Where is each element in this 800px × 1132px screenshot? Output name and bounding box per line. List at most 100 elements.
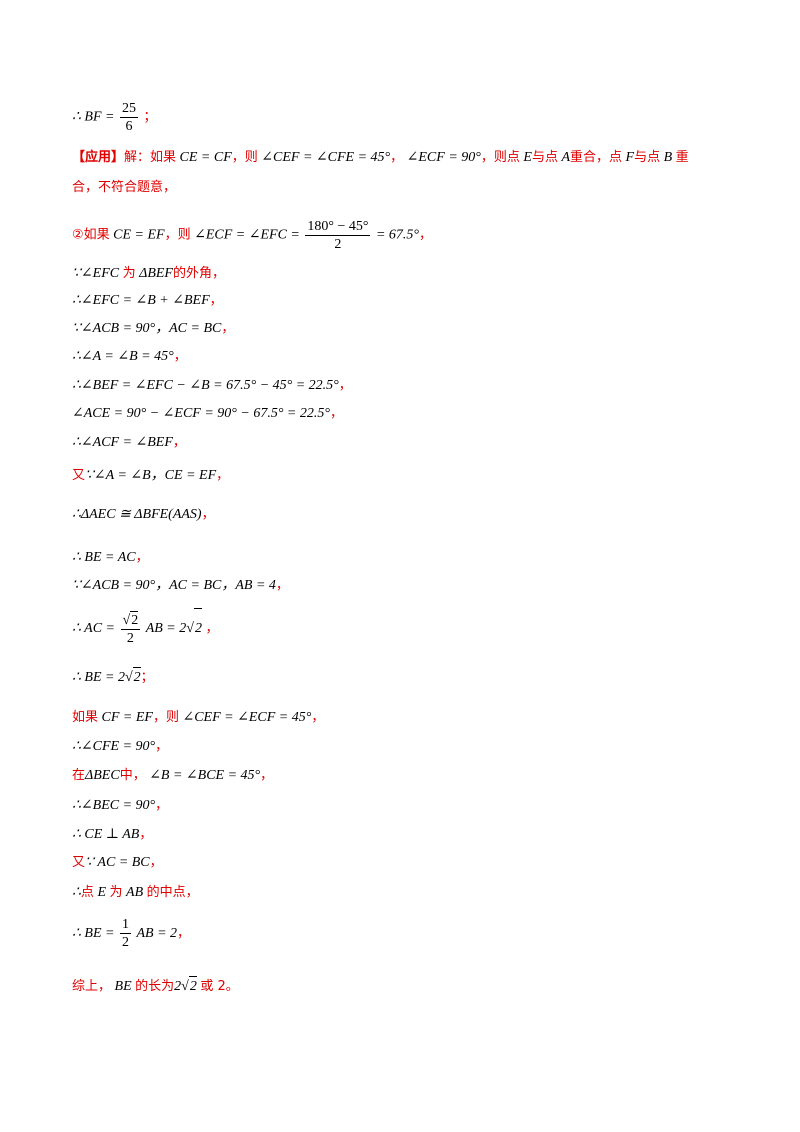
text: 重合，点 — [570, 150, 623, 165]
fraction-denominator: 2 — [334, 237, 342, 252]
fraction: √2 2 — [120, 610, 141, 647]
punct: ， — [205, 621, 219, 636]
sqrt-sign: √ — [181, 979, 189, 994]
math: ∠ECF = 90° — [406, 150, 481, 165]
punct: ， — [419, 227, 433, 243]
line-case-2: ②如果 CE = EF，则 ∠ECF = ∠EFC = 180° − 45° 2… — [72, 218, 432, 253]
math: ∵ AC = BC — [85, 855, 150, 870]
fraction: 1 2 — [119, 916, 131, 951]
line-23: 又∵ AC = BC， — [72, 853, 163, 873]
math: ∴ CE ⊥ AB — [72, 827, 140, 842]
punct: ， — [329, 406, 343, 421]
math: ∴ BE = — [72, 926, 115, 941]
text: ，则 — [152, 710, 179, 725]
radicand: 2 — [130, 610, 139, 628]
text: 的长为 — [135, 979, 175, 994]
math: = 67.5° — [375, 227, 420, 243]
line-16: ∴ AC = √2 2 AB = 2√2 ， — [72, 608, 218, 649]
section-tag: 【应用】 — [72, 150, 125, 165]
punct: ， — [155, 739, 169, 754]
line-bf-result: ∴ BF = 25 6 ； — [72, 100, 156, 135]
fraction-denominator: 6 — [125, 119, 133, 134]
math: ∴∠BEC = 90° — [72, 798, 156, 813]
text: 的中点， — [146, 885, 199, 900]
math: ∴ — [72, 885, 81, 900]
line-25: ∴ BE = 1 2 AB = 2， — [72, 914, 190, 954]
math: B — [663, 150, 673, 165]
punct: ， — [135, 550, 149, 565]
punct: ， — [155, 798, 169, 813]
math: ∠ACE = 90° − ∠ECF = 90° − 67.5° = 22.5° — [72, 406, 330, 421]
math: ∴ BE = AC — [72, 550, 136, 565]
punct: ， — [221, 321, 235, 336]
punct: ； — [143, 109, 157, 125]
fraction-numerator: 1 — [119, 917, 131, 935]
line-6: ∴∠EFC = ∠B + ∠BEF， — [72, 291, 223, 311]
math: A — [561, 150, 571, 165]
punct: ， — [177, 926, 191, 941]
punct: ， — [201, 507, 215, 522]
math-text: ∴ BF = — [72, 109, 115, 125]
punct: ， — [338, 378, 352, 393]
text: 为 — [122, 266, 136, 281]
math: ∠B = ∠BCE = 45° — [149, 768, 261, 783]
text: 点 — [80, 885, 94, 900]
line-8: ∴∠A = ∠B = 45°， — [72, 347, 187, 367]
text: ，则点 — [480, 150, 520, 165]
fraction-denominator: 2 — [121, 935, 129, 951]
math: ∴∠A = ∠B = 45° — [72, 349, 174, 364]
line-24: ∴点 E 为 AB 的中点， — [72, 883, 199, 903]
radicand: 2 — [188, 976, 197, 997]
math: E — [523, 150, 532, 165]
math: F — [625, 150, 635, 165]
math: ∵∠ACB = 90°，AC = BC，AB = 4 — [72, 578, 276, 593]
line-exterior-angle: ∵∠EFC 为 ΔBEF的外角， — [72, 264, 225, 284]
line-conclusion: 综上， BE 的长为2√2 或 2。 — [72, 976, 239, 997]
math: 2 — [174, 979, 182, 994]
math: ΔBEF — [139, 266, 173, 281]
radicand: 2 — [193, 608, 202, 649]
punct: ， — [311, 710, 325, 725]
math: ∴∠BEF = ∠EFC − ∠B = 67.5° − 45° = 22.5° — [72, 378, 339, 393]
line-20: 在ΔBEC中， ∠B = ∠BCE = 45°， — [72, 766, 273, 786]
punct: ； — [140, 670, 154, 685]
math: CE = CF — [179, 150, 232, 165]
math: ∵∠EFC — [72, 266, 120, 281]
text: ，则 — [231, 150, 258, 165]
line-7: ∵∠ACB = 90°，AC = BC， — [72, 319, 234, 339]
text: 合，不符合题意， — [72, 180, 177, 195]
text: 重 — [675, 150, 689, 165]
fraction-denominator: 2 — [126, 630, 134, 646]
text: 与点 — [531, 150, 558, 165]
line-21: ∴∠BEC = 90°， — [72, 796, 168, 816]
math: ∴ΔAEC ≅ ΔBFE(AAS) — [72, 507, 202, 522]
line-22: ∴ CE ⊥ AB， — [72, 825, 152, 845]
fraction-numerator: 180° − 45° — [305, 219, 371, 236]
fraction-numerator: √2 — [120, 610, 141, 630]
text: 解：如果 — [124, 150, 177, 165]
punct: ， — [260, 768, 274, 783]
text: 又 — [72, 468, 86, 483]
text: 或 2。 — [200, 979, 239, 994]
line-12: 又∵∠A = ∠B，CE = EF， — [72, 466, 229, 486]
sqrt-sign: √ — [122, 612, 131, 628]
fraction: 25 6 — [119, 100, 138, 135]
line-10: ∠ACE = 90° − ∠ECF = 90° − 67.5° = 22.5°， — [72, 404, 343, 424]
math: BE — [114, 979, 132, 994]
text: ，则 — [164, 227, 191, 243]
text: 为 — [109, 885, 123, 900]
text: 如果 — [72, 710, 99, 725]
text: 在 — [72, 768, 86, 783]
line-14: ∴ BE = AC， — [72, 548, 149, 568]
math: ∠CEF = ∠ECF = 45° — [182, 710, 312, 725]
math: E — [97, 885, 106, 900]
punct: ， — [209, 293, 223, 308]
fraction-numerator: 25 — [119, 101, 138, 118]
math: ∴∠ACF = ∠BEF — [72, 435, 173, 450]
line-11: ∴∠ACF = ∠BEF， — [72, 433, 186, 453]
math: ∴ AC = — [72, 621, 115, 636]
line-application: 【应用】解：如果 CE = CF，则 ∠CEF = ∠CFE = 45°， ∠E… — [72, 148, 689, 168]
text: 的外角， — [172, 266, 225, 281]
text: 中， — [119, 768, 146, 783]
punct: ， — [173, 349, 187, 364]
